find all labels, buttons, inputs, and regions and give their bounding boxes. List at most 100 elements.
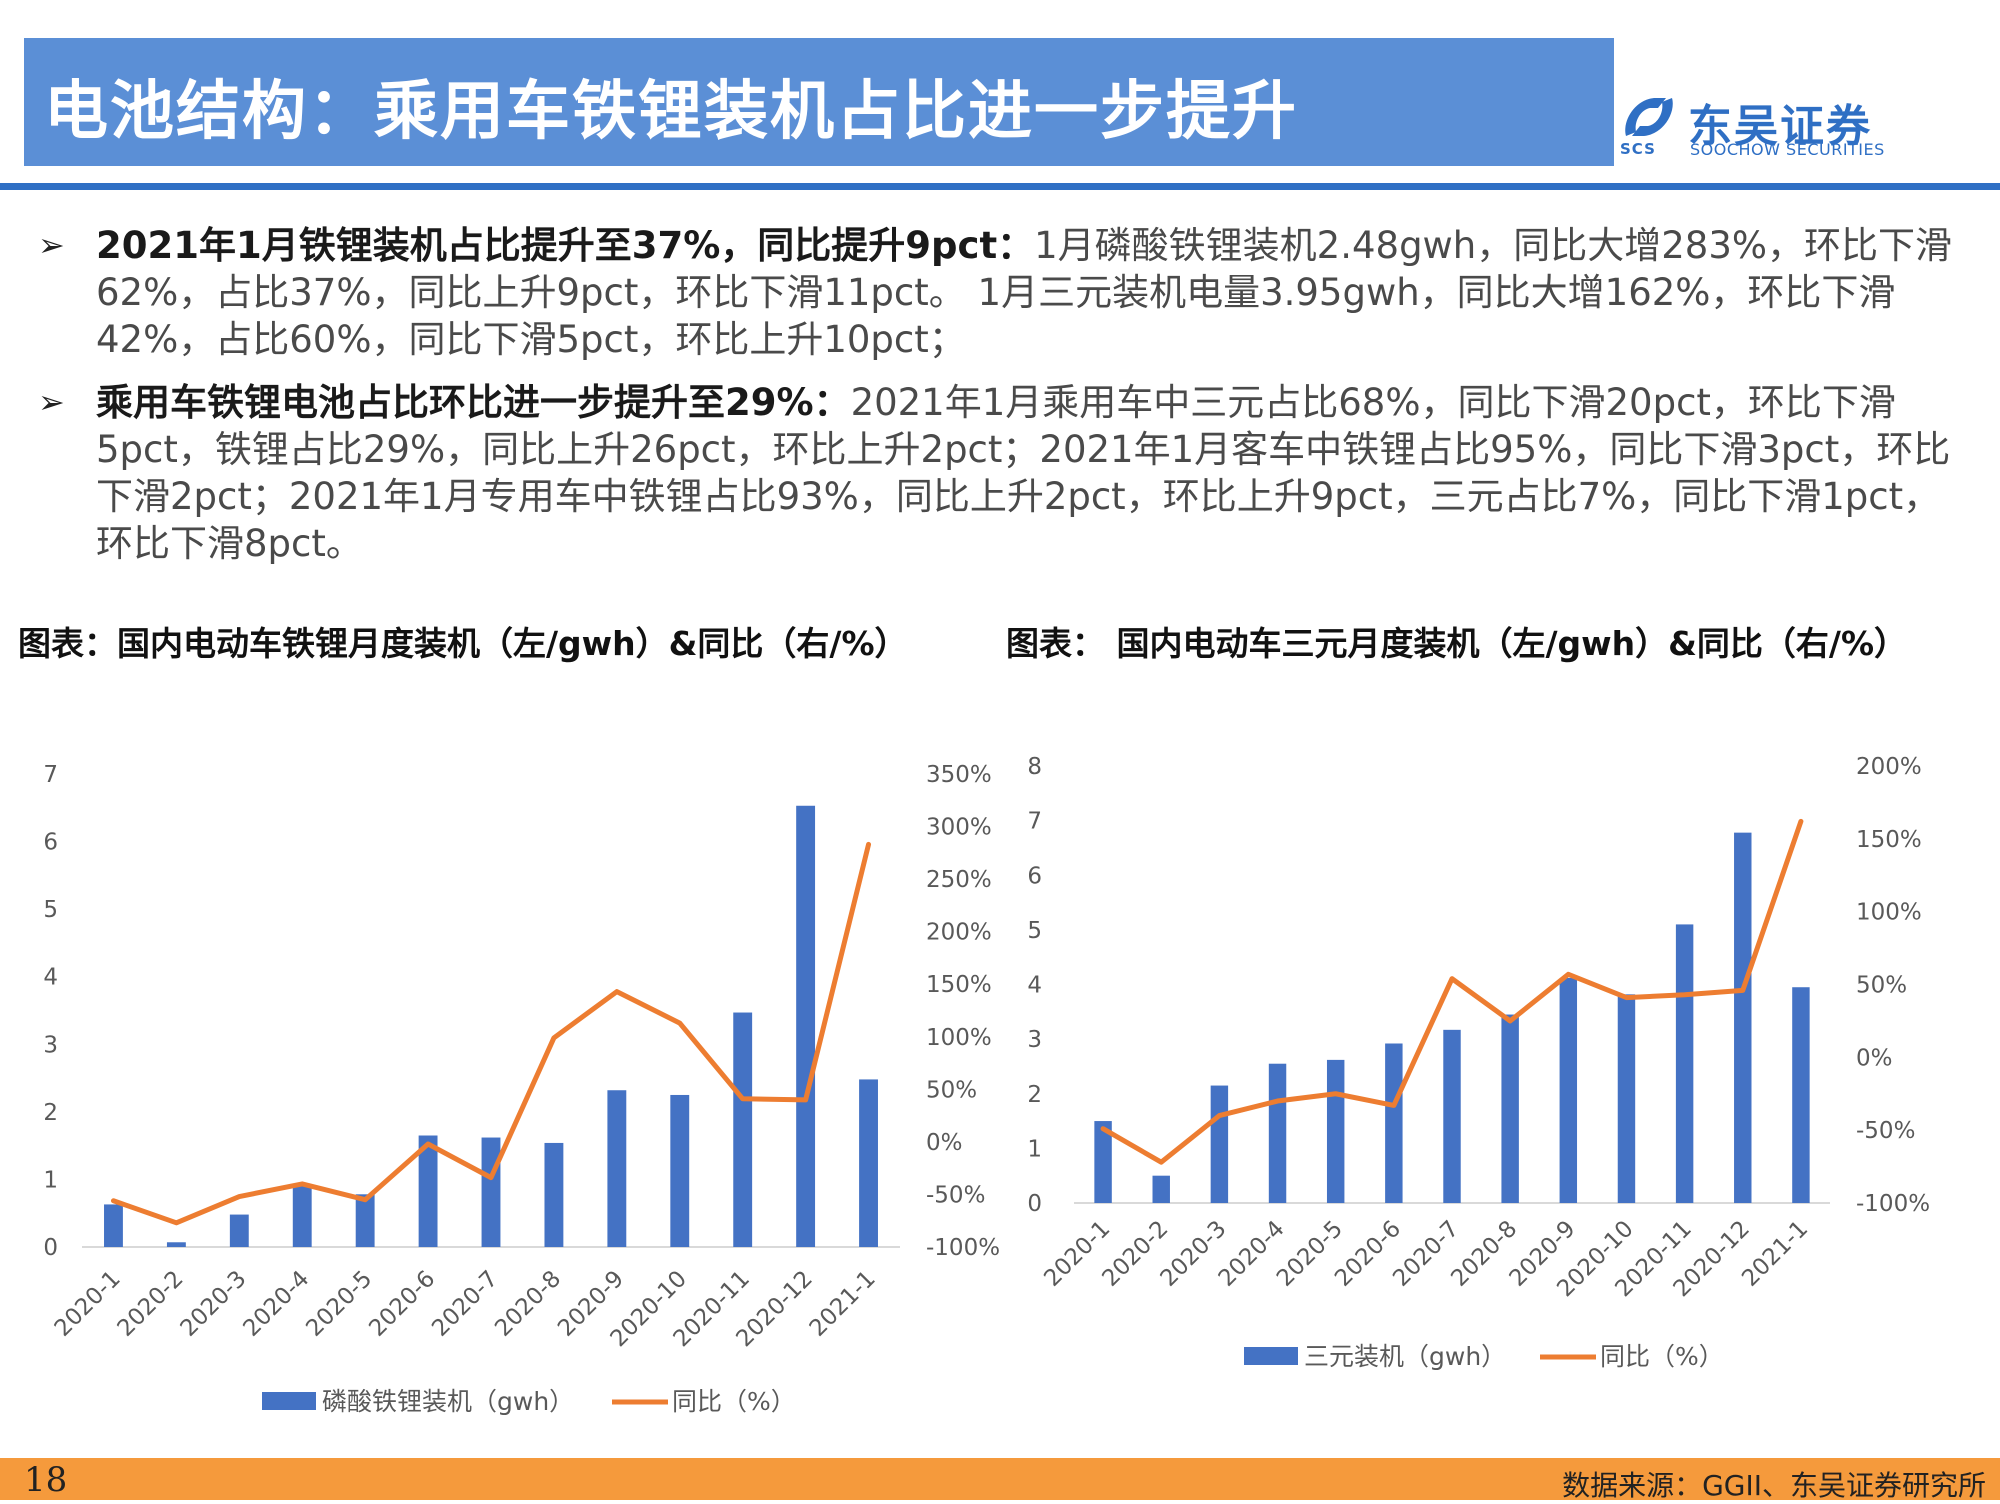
- legend-bar-swatch: [262, 1392, 316, 1410]
- right-axis-tick-label: -100%: [926, 1235, 1000, 1261]
- category-tick-label: 2020-7: [427, 1266, 503, 1342]
- right-axis-tick-label: 150%: [926, 972, 992, 998]
- bar: [104, 1204, 123, 1247]
- right-axis-tick-label: 150%: [1856, 827, 1922, 853]
- left-axis-tick-label: 4: [43, 965, 58, 991]
- left-axis-tick-label: 5: [43, 897, 58, 923]
- bullet-item: ➢ 2021年1月铁锂装机占比提升至37%，同比提升9pct：1月磷酸铁锂装机2…: [28, 222, 1968, 363]
- legend-bar-label: 三元装机（gwh）: [1304, 1342, 1506, 1371]
- bullet-text: 1月磷酸铁锂装机2.48gwh，同比大增283%，环比下滑62%，占比37%，同…: [96, 224, 1953, 361]
- chart-title-lfp: 图表：国内电动车铁锂月度装机（左/gwh）&同比（右/%）: [18, 624, 908, 663]
- bar: [1501, 1014, 1519, 1203]
- right-axis-tick-label: 200%: [926, 920, 992, 946]
- bar: [1734, 832, 1752, 1203]
- left-axis-tick-label: 3: [1027, 1027, 1042, 1053]
- bar: [1443, 1029, 1461, 1203]
- right-axis-tick-label: 0%: [1856, 1045, 1893, 1071]
- logo-mark-icon: [1625, 98, 1673, 136]
- right-axis-tick-label: -100%: [1856, 1191, 1930, 1217]
- left-axis-tick-label: 5: [1027, 918, 1042, 944]
- bar: [1326, 1059, 1345, 1203]
- left-axis-tick-label: 7: [1027, 809, 1042, 835]
- page-number: 18: [24, 1460, 68, 1500]
- bar: [481, 1137, 501, 1247]
- bar: [1617, 994, 1636, 1203]
- bar: [1559, 977, 1578, 1203]
- left-axis-tick-label: 1: [1027, 1136, 1042, 1162]
- arrow-bullet-icon: ➢: [38, 226, 65, 264]
- bar: [1210, 1085, 1229, 1203]
- bullet-list: ➢ 2021年1月铁锂装机占比提升至37%，同比提升9pct：1月磷酸铁锂装机2…: [28, 222, 1968, 583]
- legend-line-label: 同比（%）: [672, 1387, 796, 1416]
- category-tick-label: 2020-5: [301, 1266, 377, 1342]
- legend-line-label: 同比（%）: [1600, 1342, 1724, 1371]
- bar: [418, 1135, 438, 1247]
- yoy-series-line: [1100, 818, 1804, 1165]
- right-axis-tick-label: 300%: [926, 815, 992, 841]
- category-tick-label: 2020-3: [176, 1266, 252, 1342]
- right-axis-tick-label: 50%: [926, 1077, 977, 1103]
- right-axis-tick-label: 100%: [1856, 900, 1922, 926]
- left-axis-tick-label: 1: [43, 1167, 58, 1193]
- data-source: 数据来源：GGII、东吴证券研究所: [1562, 1469, 1986, 1502]
- right-axis-tick-label: 250%: [926, 867, 992, 893]
- category-tick-label: 2021-1: [1737, 1216, 1813, 1292]
- category-tick-label: 2020-6: [364, 1266, 440, 1342]
- bar: [670, 1094, 690, 1247]
- left-axis-tick-label: 7: [43, 762, 58, 788]
- bar: [1094, 1121, 1112, 1203]
- right-axis-tick-label: 50%: [1856, 973, 1907, 999]
- bar: [1792, 987, 1810, 1203]
- bar: [1675, 924, 1694, 1203]
- bar: [1152, 1175, 1170, 1203]
- header-divider: [0, 183, 2000, 190]
- bar: [229, 1214, 249, 1247]
- bullet-heading: 乘用车铁锂电池占比环比进一步提升至29%：: [96, 381, 851, 424]
- logo-abbreviation: SCS: [1620, 140, 1656, 158]
- yoy-series-line: [110, 841, 872, 1226]
- arrow-bullet-icon: ➢: [38, 383, 65, 421]
- left-axis-tick-label: 8: [1027, 754, 1042, 780]
- page-title: 电池结构：乘用车铁锂装机占比进一步提升: [44, 75, 1298, 149]
- logo-english-name: SOOCHOW SECURITIES: [1690, 140, 1885, 159]
- company-logo: 东吴证券 SCS SOOCHOW SECURITIES: [1620, 88, 1900, 168]
- bar: [355, 1194, 375, 1247]
- footer-bar: 18 数据来源：GGII、东吴证券研究所: [0, 1458, 2000, 1502]
- left-axis-tick-label: 2: [43, 1100, 58, 1126]
- right-axis-tick-label: 100%: [926, 1025, 992, 1051]
- chart-title-ncm: 图表： 国内电动车三元月度装机（左/gwh）&同比（右/%）: [1006, 624, 1908, 663]
- bullet-text: 2021年1月乘用车中三元占比68%，同比下滑20pct，环比下滑5pct，铁锂…: [96, 381, 1951, 565]
- left-axis-tick-label: 0: [43, 1235, 58, 1261]
- category-tick-label: 2020-4: [238, 1266, 314, 1342]
- right-axis-tick-label: 0%: [926, 1130, 963, 1156]
- bar: [292, 1186, 312, 1247]
- right-axis-tick-label: 350%: [926, 762, 992, 788]
- category-tick-label: 2021-1: [805, 1266, 881, 1342]
- left-axis-tick-label: 6: [1027, 863, 1042, 889]
- category-tick-label: 2020-2: [113, 1266, 189, 1342]
- title-bar: 电池结构：乘用车铁锂装机占比进一步提升: [24, 38, 1614, 166]
- logo-chinese-name: 东吴证券: [1688, 101, 1872, 152]
- right-axis-tick-label: 200%: [1856, 754, 1922, 780]
- bullet-item: ➢ 乘用车铁锂电池占比环比进一步提升至29%：2021年1月乘用车中三元占比68…: [28, 379, 1968, 567]
- left-axis-tick-label: 0: [1027, 1191, 1042, 1217]
- legend-bar-swatch: [1244, 1347, 1298, 1365]
- category-tick-label: 2020-8: [490, 1266, 566, 1342]
- left-axis-tick-label: 4: [1027, 973, 1042, 999]
- bullet-heading: 2021年1月铁锂装机占比提升至37%，同比提升9pct：: [96, 224, 1035, 267]
- bar: [166, 1242, 186, 1247]
- bar: [544, 1142, 564, 1247]
- bar: [1385, 1043, 1403, 1203]
- category-tick-label: 2020-1: [50, 1266, 126, 1342]
- bar: [1268, 1063, 1287, 1203]
- bar: [733, 1012, 753, 1247]
- left-axis-tick-label: 2: [1027, 1082, 1042, 1108]
- bar: [607, 1090, 627, 1247]
- ncm-installation-chart: 012345678-100%-50%0%50%100%150%200%2020-…: [1027, 754, 1930, 1371]
- lfp-installation-chart: 0 1 2 3 4 5 6 7 -100% -50% 0% 50% 100% 150% 200% 250% 30…: [43, 762, 1000, 1416]
- right-axis-tick-label: -50%: [926, 1182, 985, 1208]
- left-axis-tick-label: 3: [43, 1032, 58, 1058]
- bar: [796, 805, 816, 1247]
- bar: [859, 1079, 878, 1247]
- right-axis-tick-label: -50%: [1856, 1118, 1915, 1144]
